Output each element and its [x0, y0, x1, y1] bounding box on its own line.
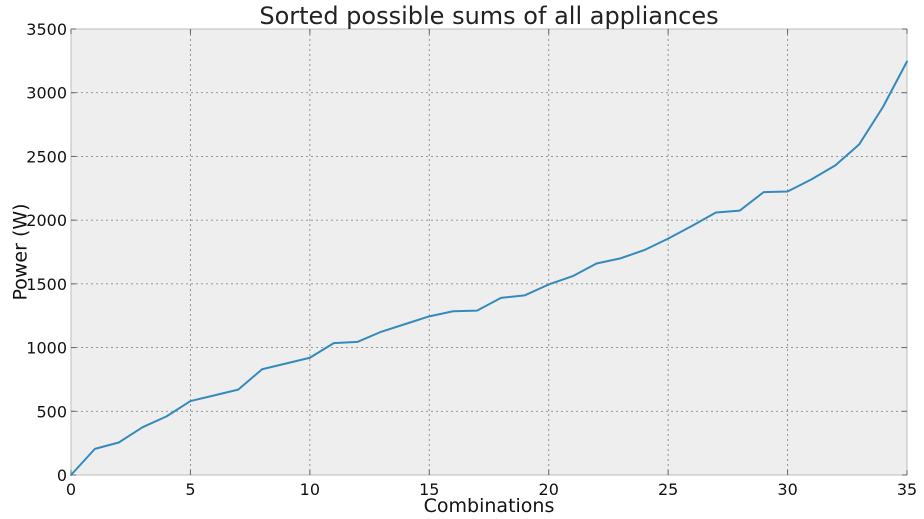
- x-tick-label: 5: [185, 480, 195, 499]
- y-tick-label: 1500: [26, 275, 67, 294]
- series-line: [70, 60, 908, 476]
- x-tick-label: 35: [897, 480, 917, 499]
- chart-title: Sorted possible sums of all appliances: [259, 2, 718, 30]
- x-tick-label: 30: [777, 480, 797, 499]
- plot-area: [70, 28, 908, 476]
- y-tick-label: 500: [36, 402, 67, 421]
- x-tick-label: 0: [66, 480, 76, 499]
- y-tick-label: 2000: [26, 211, 67, 230]
- y-tick-label: 3000: [26, 84, 67, 103]
- y-tick-label: 1000: [26, 339, 67, 358]
- y-axis-label: Power (W): [10, 203, 32, 300]
- grid-lines: [71, 29, 907, 475]
- axis-ticks: [70, 28, 908, 476]
- tick-labels: 0 5 10 15 20 25 30 35 0 500 1000 1500 2000 2500 3000 35…: [26, 20, 917, 499]
- x-tick-label: 25: [658, 480, 678, 499]
- x-tick-label: 20: [539, 480, 559, 499]
- y-tick-label: 2500: [26, 147, 67, 166]
- y-tick-label: 3500: [26, 20, 67, 39]
- y-tick-label: 0: [57, 466, 67, 485]
- series-layer: [70, 60, 908, 476]
- x-axis-label: Combinations: [424, 495, 555, 517]
- x-tick-label: 10: [300, 480, 320, 499]
- x-tick-label: 15: [419, 480, 439, 499]
